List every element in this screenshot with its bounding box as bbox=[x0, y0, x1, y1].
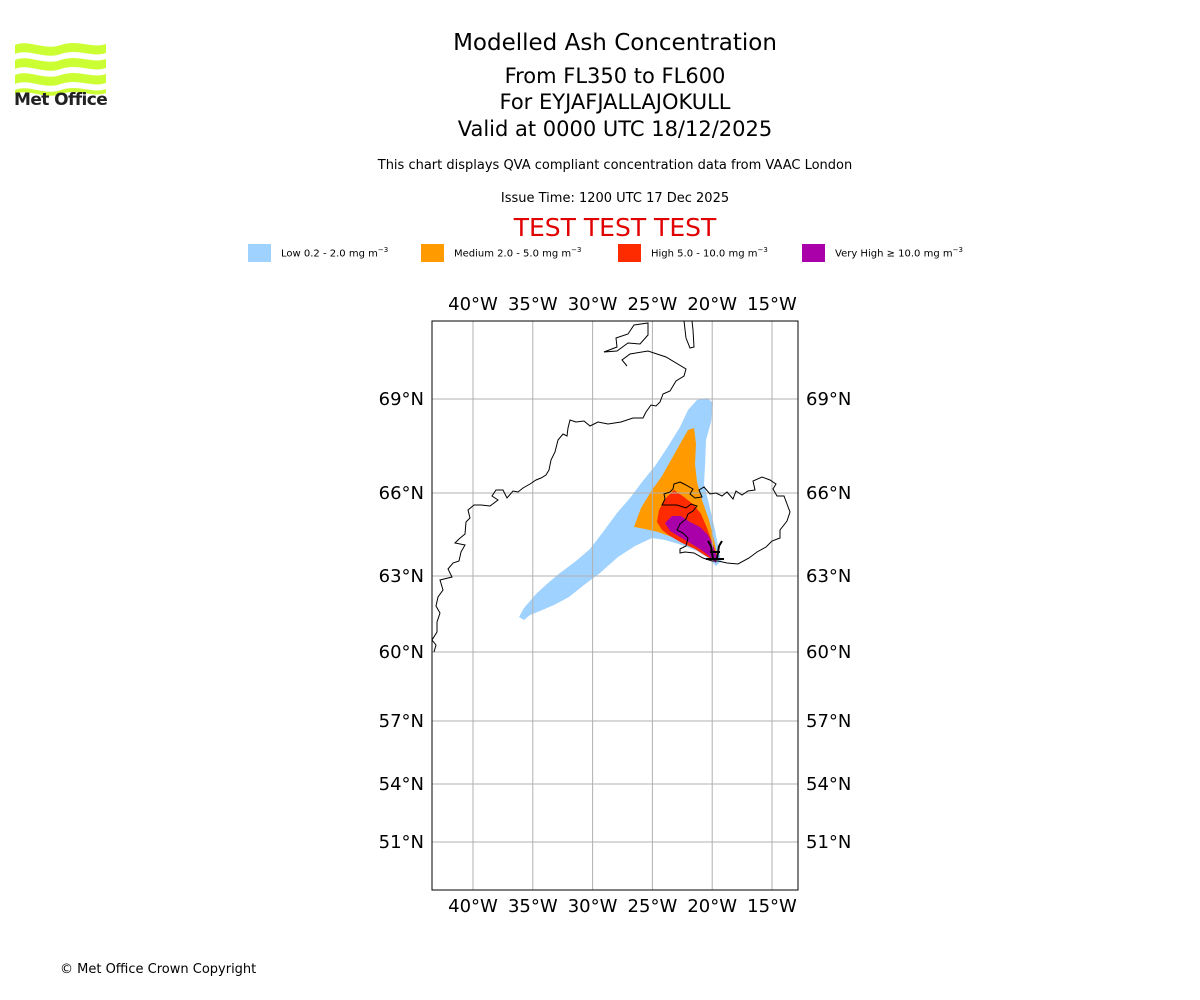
lon-tick-label: 30°W bbox=[568, 896, 618, 917]
lon-tick-label: 15°W bbox=[747, 896, 797, 917]
lon-tick-label: 15°W bbox=[747, 294, 797, 315]
lat-tick-label: 60°N bbox=[379, 642, 424, 663]
coastline-iceland bbox=[661, 476, 791, 565]
lat-tick-label: 69°N bbox=[806, 389, 851, 410]
lon-tick-label: 40°W bbox=[448, 294, 498, 315]
legend-swatch-medium bbox=[421, 244, 444, 262]
lat-tick-label: 51°N bbox=[806, 832, 851, 853]
chart-title: Modelled Ash Concentration bbox=[453, 30, 777, 56]
lon-tick-label: 25°W bbox=[628, 896, 678, 917]
copyright-footer: © Met Office Crown Copyright bbox=[60, 962, 257, 977]
lat-tick-label: 57°N bbox=[806, 711, 851, 732]
ash-region-low bbox=[519, 398, 721, 620]
lon-ticks-bottom: 40°W 35°W 30°W 25°W 20°W 15°W bbox=[448, 896, 797, 917]
lon-tick-label: 40°W bbox=[448, 896, 498, 917]
lat-ticks-left: 69°N 66°N 63°N 60°N 57°N 54°N 51°N bbox=[379, 389, 424, 853]
lat-ticks-right: 69°N 66°N 63°N 60°N 57°N 54°N 51°N bbox=[806, 389, 851, 853]
lon-tick-label: 35°W bbox=[508, 896, 558, 917]
map-frame bbox=[431, 320, 799, 891]
lon-tick-label: 20°W bbox=[687, 896, 737, 917]
lat-tick-label: 54°N bbox=[806, 774, 851, 795]
lat-tick-label: 51°N bbox=[379, 832, 424, 853]
map-background bbox=[432, 321, 798, 890]
lat-tick-label: 57°N bbox=[379, 711, 424, 732]
legend-item-very-high: Very High ≥ 10.0 mg m−3 bbox=[802, 244, 963, 262]
lat-tick-label: 69°N bbox=[379, 389, 424, 410]
lon-ticks-top: 40°W 35°W 30°W 25°W 20°W 15°W bbox=[448, 294, 797, 315]
legend-swatch-very-high bbox=[802, 244, 825, 262]
gridlines bbox=[432, 321, 798, 890]
lat-tick-label: 63°N bbox=[806, 566, 851, 587]
lon-tick-label: 30°W bbox=[568, 294, 618, 315]
valid-time: Valid at 0000 UTC 18/12/2025 bbox=[457, 117, 773, 141]
lon-tick-label: 35°W bbox=[508, 294, 558, 315]
volcano-name: For EYJAFJALLAJOKULL bbox=[499, 90, 731, 114]
lat-tick-label: 66°N bbox=[379, 483, 424, 504]
lat-tick-label: 54°N bbox=[379, 774, 424, 795]
lon-tick-label: 20°W bbox=[687, 294, 737, 315]
legend-item-medium: Medium 2.0 - 5.0 mg m−3 bbox=[421, 244, 581, 262]
lat-tick-label: 63°N bbox=[379, 566, 424, 587]
legend-label-very-high: Very High ≥ 10.0 mg m−3 bbox=[835, 246, 963, 260]
coastline-greenland bbox=[432, 321, 695, 653]
legend-label-low: Low 0.2 - 2.0 mg m−3 bbox=[281, 246, 389, 260]
issue-time: Issue Time: 1200 UTC 17 Dec 2025 bbox=[500, 191, 730, 206]
met-office-logo-icon bbox=[15, 43, 106, 96]
legend-label-medium: Medium 2.0 - 5.0 mg m−3 bbox=[454, 246, 582, 260]
legend-swatch-low bbox=[248, 244, 271, 262]
lat-tick-label: 60°N bbox=[806, 642, 851, 663]
legend-swatch-high bbox=[618, 244, 641, 262]
test-banner: TEST TEST TEST bbox=[513, 213, 717, 242]
qva-note: This chart displays QVA compliant concen… bbox=[377, 158, 853, 173]
legend-item-high: High 5.0 - 10.0 mg m−3 bbox=[618, 244, 768, 262]
lon-tick-label: 25°W bbox=[628, 294, 678, 315]
lat-tick-label: 66°N bbox=[806, 483, 851, 504]
flight-level-range: From FL350 to FL600 bbox=[504, 64, 726, 88]
legend: Low 0.2 - 2.0 mg m−3 Medium 2.0 - 5.0 mg… bbox=[0, 244, 1200, 264]
logo-wordmark: Met Office bbox=[14, 90, 108, 110]
legend-label-high: High 5.0 - 10.0 mg m−3 bbox=[651, 246, 768, 260]
volcano-marker-icon bbox=[706, 540, 724, 560]
legend-item-low: Low 0.2 - 2.0 mg m−3 bbox=[248, 244, 388, 262]
